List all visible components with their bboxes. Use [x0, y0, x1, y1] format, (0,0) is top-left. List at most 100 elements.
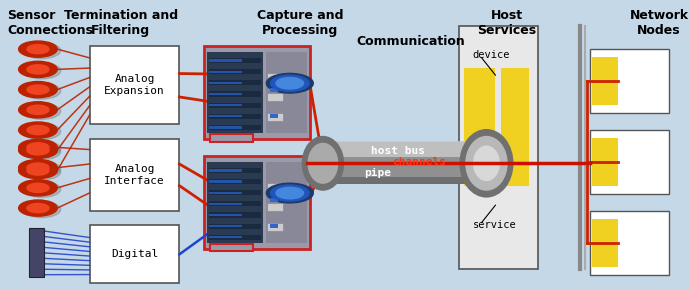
Circle shape	[22, 161, 61, 177]
Bar	[204, 46, 310, 139]
Text: Network
Nodes: Network Nodes	[629, 9, 689, 37]
Circle shape	[22, 164, 61, 180]
Bar	[314, 177, 497, 184]
Circle shape	[19, 61, 57, 77]
Circle shape	[27, 45, 49, 54]
Ellipse shape	[465, 136, 508, 191]
Ellipse shape	[302, 136, 344, 191]
Text: service: service	[473, 221, 516, 230]
Bar	[209, 212, 261, 218]
Ellipse shape	[473, 145, 500, 181]
Bar	[592, 58, 618, 105]
Bar	[314, 142, 497, 184]
Bar	[90, 46, 179, 124]
Bar	[207, 52, 263, 133]
Text: Analog
Interface: Analog Interface	[104, 164, 165, 186]
Text: pipe: pipe	[364, 168, 391, 177]
Text: Communication: Communication	[356, 35, 465, 48]
Bar	[209, 169, 242, 172]
Bar	[314, 141, 497, 157]
Bar	[209, 114, 261, 119]
Bar	[590, 130, 669, 194]
Text: Capture and
Processing: Capture and Processing	[257, 9, 344, 37]
Bar	[207, 162, 263, 243]
Ellipse shape	[460, 129, 513, 198]
Circle shape	[19, 139, 57, 155]
Text: device: device	[473, 50, 510, 60]
Bar	[209, 179, 261, 184]
Circle shape	[27, 105, 49, 114]
Bar	[209, 203, 242, 205]
Text: Sensor
Connections: Sensor Connections	[7, 9, 93, 37]
Circle shape	[19, 81, 57, 98]
Circle shape	[22, 83, 61, 99]
Bar	[209, 60, 242, 62]
Bar	[459, 26, 538, 269]
Bar	[209, 104, 242, 106]
Circle shape	[19, 162, 57, 179]
Bar	[210, 244, 253, 251]
Bar	[268, 113, 283, 121]
Circle shape	[19, 200, 57, 216]
Bar	[590, 211, 669, 275]
Text: Digital: Digital	[111, 249, 158, 259]
Bar	[209, 236, 242, 238]
Circle shape	[27, 146, 49, 155]
Circle shape	[22, 103, 61, 119]
Circle shape	[22, 141, 61, 157]
Circle shape	[22, 201, 61, 218]
Bar	[209, 225, 242, 227]
Text: Termination and
Filtering: Termination and Filtering	[63, 9, 178, 37]
Bar	[209, 180, 242, 183]
Bar	[270, 224, 278, 228]
Circle shape	[27, 166, 49, 175]
Circle shape	[22, 123, 61, 140]
Circle shape	[276, 187, 304, 199]
Circle shape	[27, 163, 49, 172]
Bar	[209, 235, 261, 240]
Circle shape	[27, 183, 49, 192]
Bar	[209, 201, 261, 206]
Circle shape	[19, 160, 57, 176]
Bar	[590, 49, 669, 113]
Circle shape	[266, 183, 313, 203]
Circle shape	[22, 63, 61, 79]
Bar	[270, 114, 278, 118]
Circle shape	[19, 122, 57, 138]
Bar	[210, 134, 253, 142]
Bar	[268, 93, 283, 101]
Text: Analog
Expansion: Analog Expansion	[104, 75, 165, 96]
Bar	[268, 73, 283, 81]
Circle shape	[22, 42, 61, 59]
Circle shape	[270, 185, 309, 201]
Bar	[204, 156, 310, 249]
Bar	[592, 138, 618, 186]
Bar	[209, 91, 261, 97]
Bar	[209, 103, 261, 108]
Circle shape	[276, 77, 304, 89]
Bar	[209, 71, 242, 73]
Bar	[592, 219, 618, 267]
Circle shape	[19, 41, 57, 57]
Bar	[209, 69, 261, 74]
Bar	[268, 203, 283, 211]
Bar	[29, 228, 44, 277]
Circle shape	[27, 125, 49, 135]
Circle shape	[19, 142, 57, 158]
Circle shape	[27, 65, 49, 74]
Bar	[209, 223, 261, 229]
Ellipse shape	[308, 143, 338, 184]
Circle shape	[270, 75, 309, 91]
Text: channels: channels	[392, 158, 446, 167]
Bar	[90, 139, 179, 211]
Bar	[268, 223, 283, 231]
Bar	[90, 225, 179, 283]
Circle shape	[19, 180, 57, 196]
Bar	[209, 82, 242, 84]
Bar	[209, 190, 261, 195]
Bar	[209, 80, 261, 86]
Bar	[464, 68, 495, 186]
Bar	[209, 58, 261, 63]
Text: host bus: host bus	[371, 146, 426, 156]
Bar	[209, 115, 242, 117]
